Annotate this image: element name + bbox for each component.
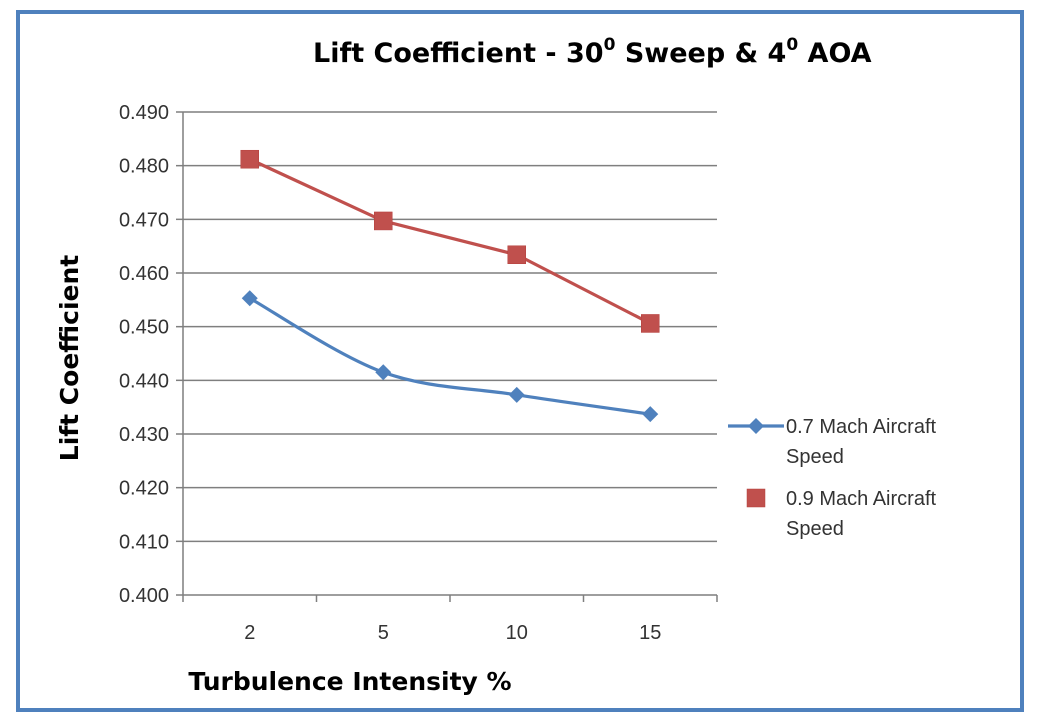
y-tick-label: 0.430 (119, 424, 169, 446)
chart-title: Lift Coefficient - 300 Sweep & 40 AOA (313, 35, 872, 69)
title-superscript: 0 (786, 35, 798, 55)
y-tick-label: 0.490 (119, 102, 169, 124)
legend-marker (746, 488, 766, 508)
x-tick-label: 5 (378, 622, 389, 644)
data-point (642, 406, 659, 423)
y-tick-labels: 0.400 0.410 0.420 0.430 0.440 0.450 0.460 0.470… (119, 102, 169, 607)
legend-marker (748, 418, 764, 434)
x-tick-labels: 2 5 10 15 (244, 622, 661, 644)
data-point (240, 149, 259, 169)
data-point (374, 211, 393, 231)
data-point (508, 386, 525, 403)
y-tick-label: 0.400 (119, 585, 169, 607)
title-superscript: 0 (604, 35, 616, 55)
data-point (375, 364, 392, 381)
legend-label-line: Speed (786, 518, 844, 540)
legend-entry-1: 0.7 Mach Aircraft Speed (728, 416, 937, 468)
x-tick-label: 2 (244, 622, 255, 644)
legend-label-line: Speed (786, 446, 844, 468)
legend: 0.7 Mach Aircraft Speed 0.9 Mach Aircraft S… (728, 416, 937, 540)
gridlines (183, 111, 717, 543)
legend-entry-2: 0.9 Mach Aircraft Speed (746, 488, 937, 540)
y-tick-label: 0.480 (119, 156, 169, 178)
series-line (249, 157, 651, 325)
y-tick-label: 0.410 (119, 531, 169, 553)
x-tick-label: 10 (506, 622, 528, 644)
data-point (641, 314, 660, 333)
legend-label-line: 0.9 Mach Aircraft (786, 488, 937, 510)
y-tick-label: 0.470 (119, 209, 169, 231)
y-tick-label: 0.450 (119, 317, 169, 339)
legend-label: 0.7 Mach Aircraft Speed (786, 416, 937, 468)
legend-label-line: 0.7 Mach Aircraft (786, 416, 937, 438)
line-chart: Lift Coefficient - 300 Sweep & 40 AOA 0.… (55, 35, 937, 696)
series-1 (241, 290, 659, 423)
axes (176, 111, 718, 602)
x-tick-label: 15 (639, 622, 661, 644)
y-axis-title: Lift Coefficient (55, 255, 84, 462)
chart-frame: Lift Coefficient - 300 Sweep & 40 AOA 0.… (16, 10, 1024, 712)
y-tick-label: 0.440 (119, 370, 169, 392)
title-part: Lift Coefficient - 30 (313, 38, 604, 69)
legend-label: 0.9 Mach Aircraft Speed (786, 488, 937, 540)
data-point (507, 245, 526, 265)
title-part: Sweep & 4 (615, 38, 786, 69)
data-point (241, 290, 258, 307)
title-part: AOA (798, 38, 872, 69)
y-tick-label: 0.420 (119, 478, 169, 500)
series-2 (240, 149, 660, 333)
x-axis-title: Turbulence Intensity % (188, 667, 511, 696)
y-tick-label: 0.460 (119, 263, 169, 285)
series-line (248, 296, 651, 416)
series (240, 149, 660, 423)
